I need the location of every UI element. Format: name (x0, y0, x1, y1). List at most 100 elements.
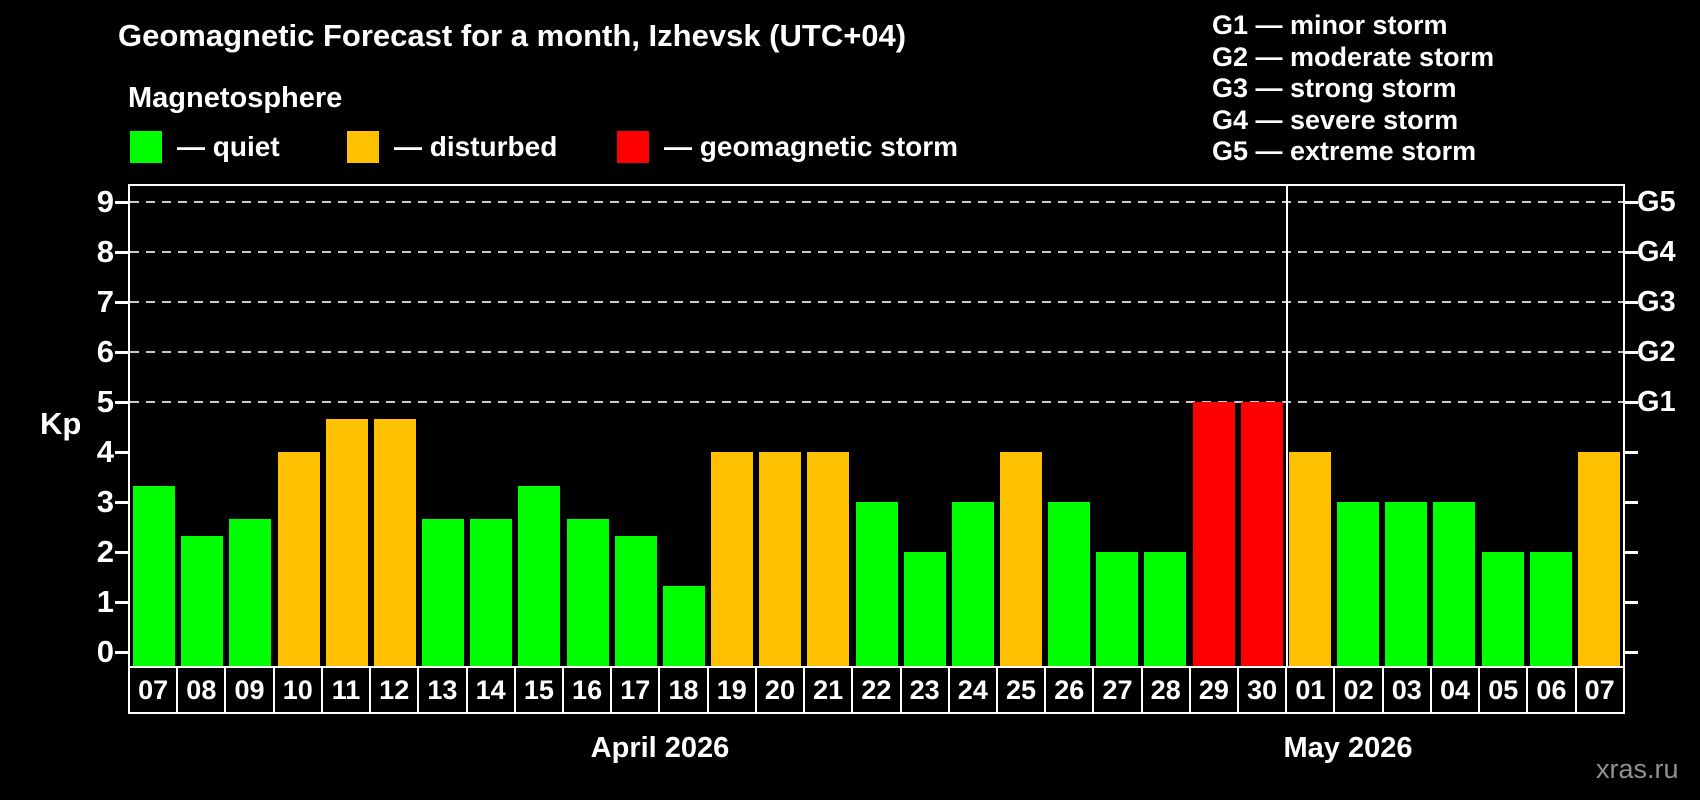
magnetosphere-label: Magnetosphere (128, 82, 343, 114)
right-axis-tick-2 (1625, 550, 1638, 554)
date-cell-16: 16 (561, 666, 613, 714)
right-axis-tick-5 (1625, 400, 1638, 404)
y-axis-tick-9 (115, 200, 128, 204)
kp-bar-29 (1192, 402, 1235, 666)
g-scale-label-g4: G4 (1637, 236, 1676, 268)
y-tick-label-4: 4 (96, 434, 114, 469)
kp-bar-20 (759, 452, 802, 666)
g1-legend-line: G1 — minor storm (1212, 10, 1448, 40)
kp-bar-12 (373, 418, 416, 666)
kp-bar-chart: 0 1 2 3 4 5 6 7 8 9 G1 G2 G3 G4 G5 (97, 184, 1676, 669)
right-axis-tick-6 (1625, 350, 1638, 354)
kp-bar-05 (1481, 552, 1524, 666)
y-axis-tick-6 (115, 350, 128, 354)
kp-bar-19 (711, 452, 754, 666)
kp-bar-25 (999, 452, 1042, 666)
date-cell-07: 07 (128, 666, 179, 714)
kp-bar-16 (566, 518, 609, 666)
kp-bar-23 (903, 552, 946, 666)
kp-bar-10 (277, 452, 320, 666)
date-cell-28: 28 (1140, 666, 1191, 714)
gridline-kp-7 (130, 301, 1623, 303)
date-cell-29: 29 (1188, 666, 1240, 714)
g2-legend-line: G2 — moderate storm (1212, 41, 1495, 72)
y-tick-label-7: 7 (96, 284, 114, 319)
g-scale-legend: G1 — minor storm G2 — moderate storm G3 … (1212, 10, 1494, 168)
date-cell-19: 19 (706, 666, 757, 714)
y-tick-label-0: 0 (96, 634, 114, 669)
month-separator (1285, 186, 1288, 666)
right-axis-tick-9 (1625, 200, 1638, 204)
date-cell-11: 11 (320, 666, 372, 714)
g-scale-label-g3: G3 (1637, 286, 1676, 318)
gridline-kp-9 (130, 201, 1623, 203)
right-axis-tick-4 (1625, 450, 1638, 454)
y-axis-tick-4 (115, 450, 128, 454)
y-axis-tick-1 (115, 600, 128, 604)
date-cell-09: 09 (224, 666, 275, 714)
legend-item-quiet: — quiet (130, 131, 280, 163)
date-cell-08: 08 (176, 666, 227, 714)
date-cell-26: 26 (1044, 666, 1095, 714)
y-axis-tick-2 (115, 550, 128, 554)
page-title: Geomagnetic Forecast for a month, Izhevs… (118, 18, 907, 53)
kp-bar-11 (325, 418, 368, 666)
quiet-color-swatch (130, 131, 162, 163)
kp-bar-04 (1433, 502, 1476, 666)
legend-item-disturbed: — disturbed (347, 131, 557, 163)
gridline-kp-6 (130, 351, 1623, 353)
y-axis-tick-7 (115, 300, 128, 304)
date-cell-17: 17 (610, 666, 661, 714)
date-cell-13: 13 (417, 666, 468, 714)
legend-label-quiet: — quiet (177, 131, 280, 162)
kp-bar-08 (181, 535, 224, 666)
legend-label-disturbed: — disturbed (394, 131, 558, 162)
y-tick-label-9: 9 (96, 184, 114, 219)
kp-bar-17 (614, 535, 657, 666)
kp-bar-22 (855, 502, 898, 666)
date-cell-10: 10 (272, 666, 323, 714)
right-axis-tick-8 (1625, 250, 1638, 254)
date-cell-01: 01 (1285, 666, 1336, 714)
y-tick-label-1: 1 (96, 584, 114, 619)
date-cell-02: 02 (1333, 666, 1384, 714)
date-cell-06: 06 (1526, 666, 1577, 714)
right-axis-tick-7 (1625, 300, 1638, 304)
kp-bar-07 (133, 485, 176, 666)
date-axis-row: 07 08 09 10 11 12 13 14 15 16 17 18 19 20 21 22 23 24 25 26… (128, 666, 1625, 714)
date-cell-25: 25 (995, 666, 1047, 714)
y-axis-title: Kp (40, 406, 82, 441)
kp-bar-15 (518, 485, 561, 666)
date-cell-21: 21 (803, 666, 854, 714)
y-axis-tick-0 (115, 650, 128, 654)
y-tick-label-5: 5 (96, 384, 114, 419)
right-axis-tick-1 (1625, 600, 1638, 604)
date-cell-03: 03 (1381, 666, 1432, 714)
right-axis-tick-3 (1625, 500, 1638, 504)
g5-legend-line: G5 — extreme storm (1212, 136, 1477, 166)
kp-bar-24 (951, 502, 994, 666)
gridline-kp-8 (130, 251, 1623, 253)
date-cell-27: 27 (1092, 666, 1143, 714)
right-axis-tick-0 (1625, 650, 1638, 654)
y-axis-tick-5 (115, 400, 128, 404)
kp-bar-03 (1385, 502, 1428, 666)
date-cell-07: 07 (1574, 666, 1625, 714)
date-cell-12: 12 (369, 666, 420, 714)
date-cell-14: 14 (465, 666, 516, 714)
kp-bar-21 (807, 452, 850, 666)
kp-bar-06 (1529, 552, 1572, 666)
date-cell-20: 20 (754, 666, 806, 714)
month-label-may: May 2026 (1283, 732, 1413, 764)
y-tick-label-6: 6 (96, 334, 114, 369)
storm-color-swatch (617, 131, 649, 163)
date-cell-05: 05 (1478, 666, 1529, 714)
y-axis-tick-8 (115, 250, 128, 254)
date-cell-04: 04 (1429, 666, 1481, 714)
kp-bar-14 (470, 518, 513, 666)
y-tick-label-8: 8 (96, 234, 114, 269)
date-cell-22: 22 (851, 666, 902, 714)
gridline-kp-5 (130, 401, 1623, 403)
legend-label-storm: — geomagnetic storm (664, 131, 959, 162)
